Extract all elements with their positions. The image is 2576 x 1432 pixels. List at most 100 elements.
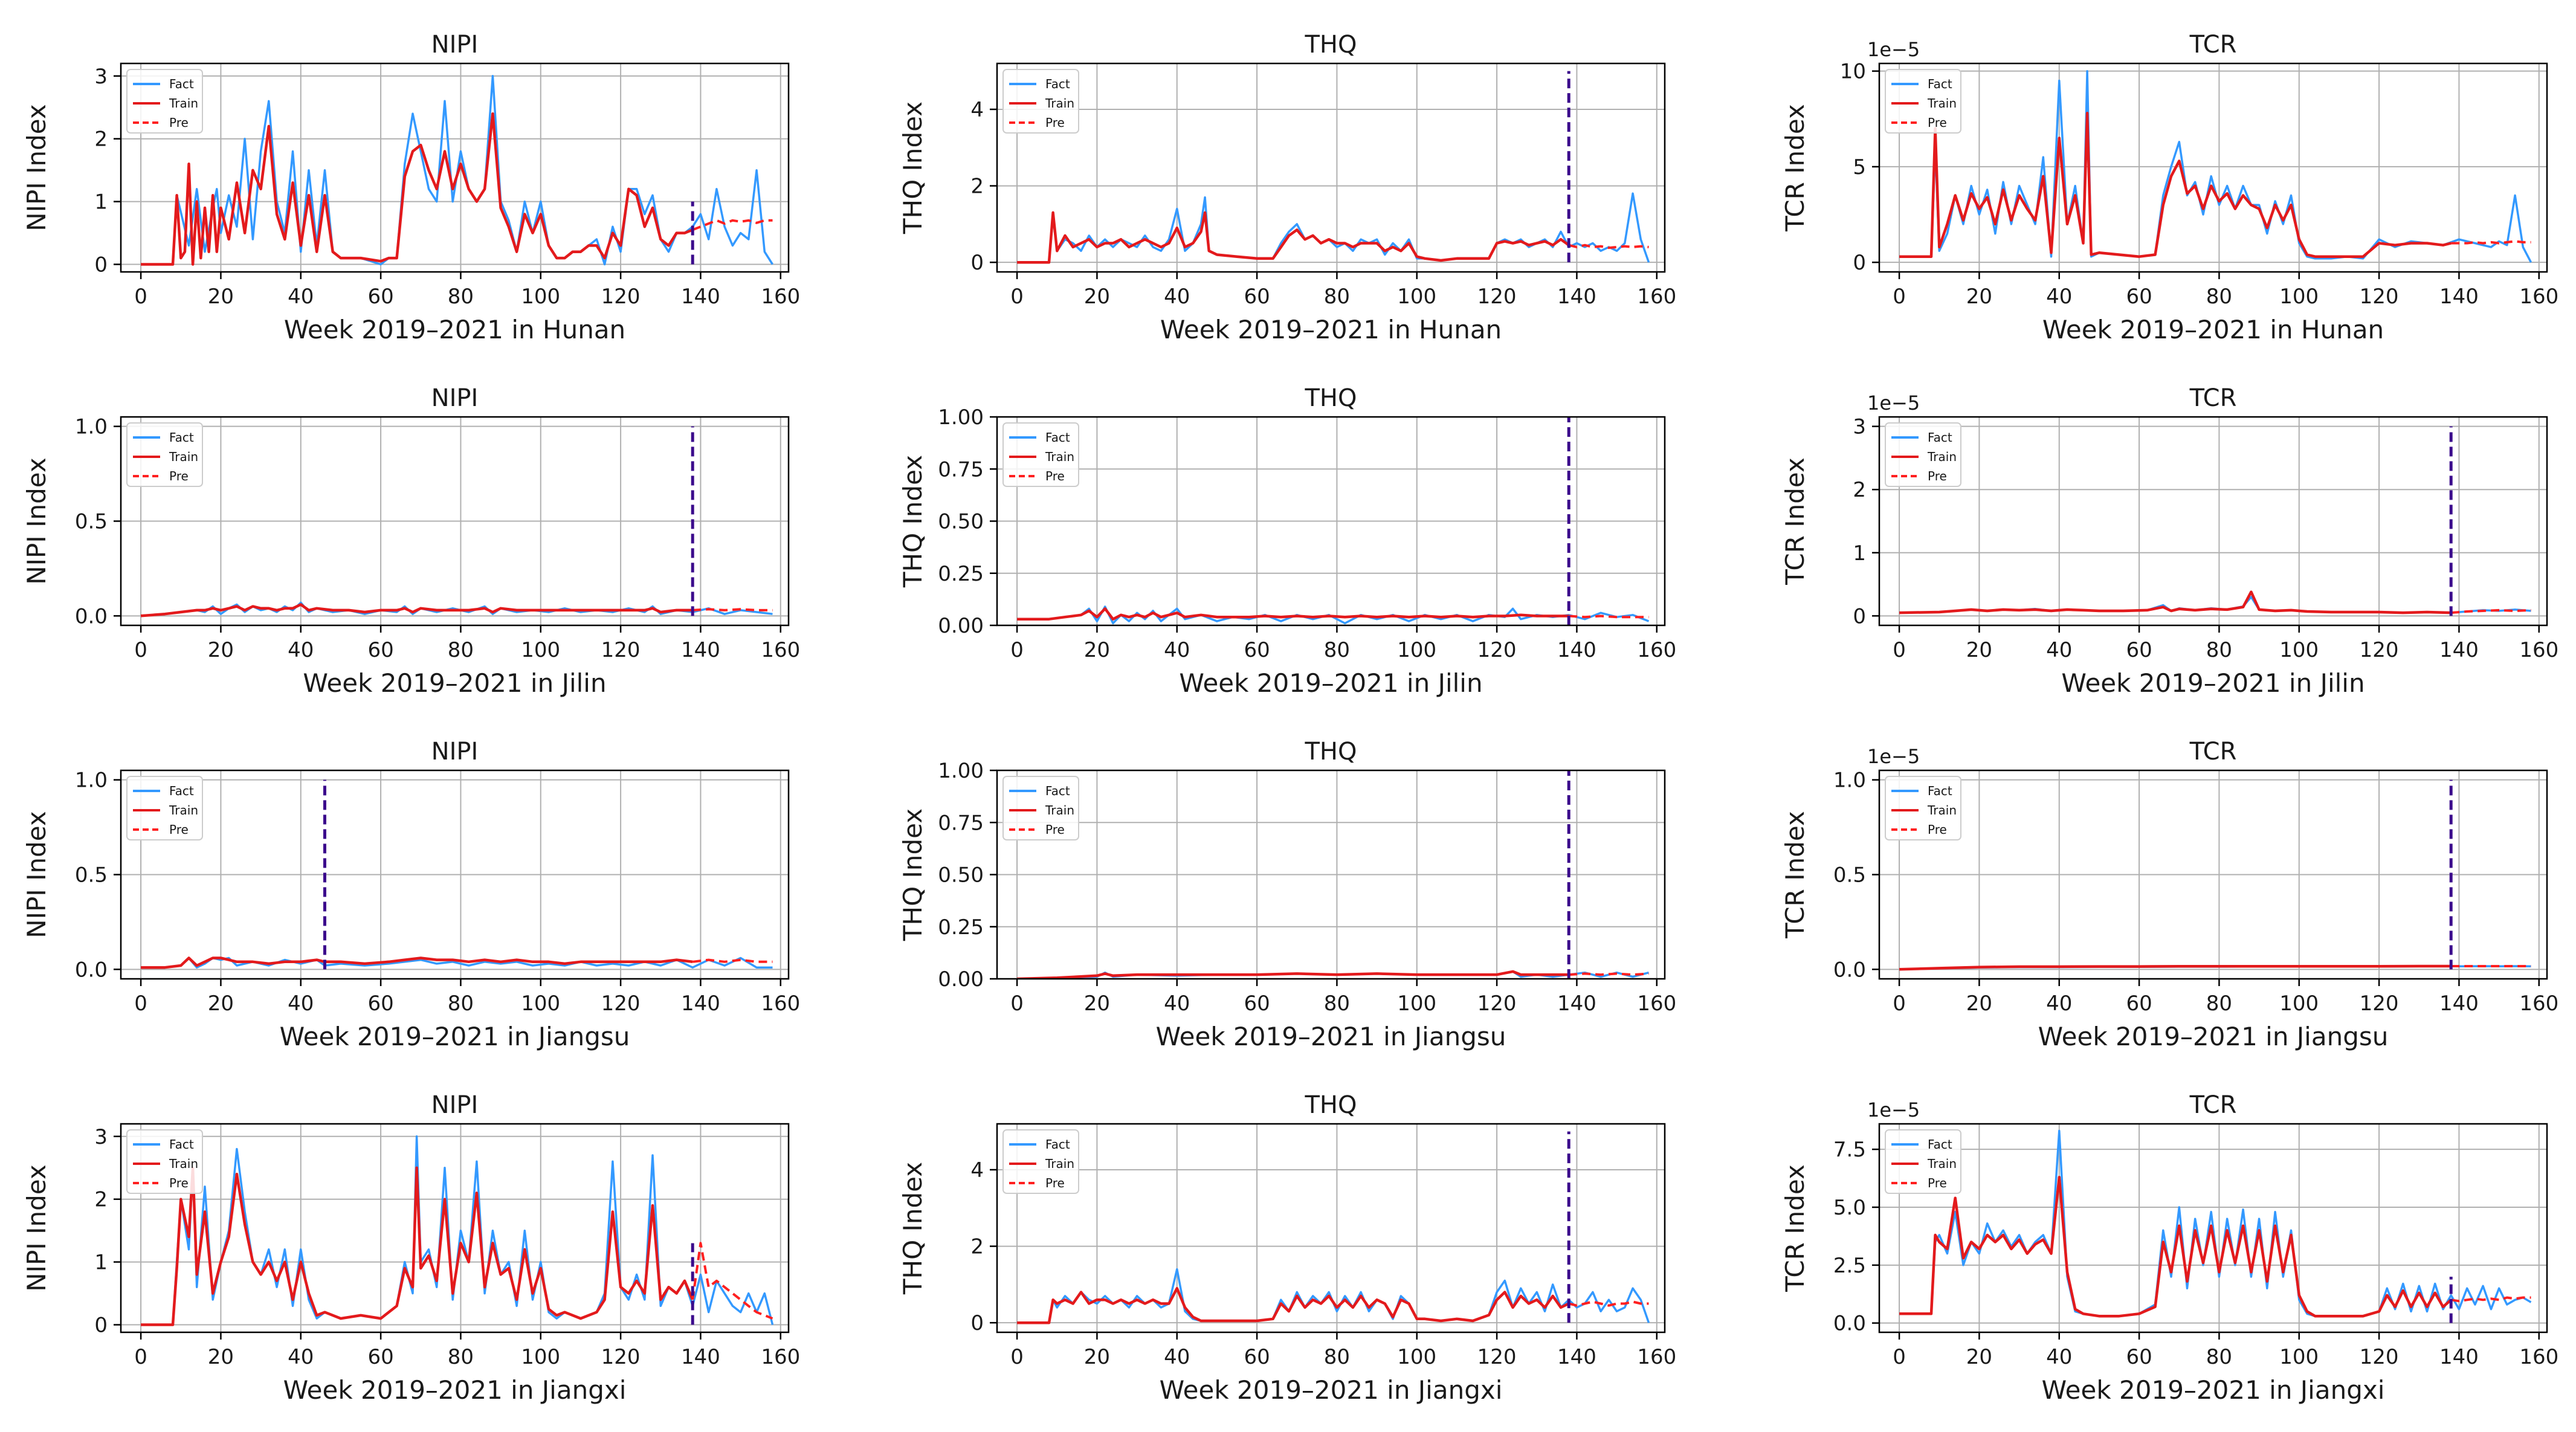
- x-tick-label: 100: [521, 992, 560, 1016]
- x-tick-label: 60: [367, 638, 393, 662]
- subplot-title: TCR: [2189, 31, 2237, 59]
- series-line-fact: [1899, 1129, 2532, 1317]
- x-tick-label: 140: [2439, 992, 2479, 1016]
- legend-label-train: Train: [169, 450, 198, 464]
- series-line-pre: [2451, 240, 2531, 245]
- series-line-train: [1899, 964, 2452, 971]
- x-tick-label: 120: [2360, 285, 2399, 309]
- y-tick-label: 0.5: [75, 510, 108, 534]
- subplot-title: TCR: [2189, 1091, 2237, 1119]
- legend: Fact Train Pre: [1885, 69, 1961, 134]
- y-tick-label: 0: [970, 1311, 984, 1335]
- legend-label-pre: Pre: [1045, 822, 1065, 837]
- series-line-pre: [692, 958, 773, 963]
- x-tick-label: 120: [1477, 992, 1517, 1016]
- legend-label-fact: Fact: [1928, 784, 1952, 798]
- x-tick-label: 140: [681, 992, 720, 1016]
- axis-offset-label: 1e−5: [1867, 745, 1920, 768]
- series-line-pre: [2450, 1296, 2531, 1303]
- legend-label-pre: Pre: [169, 822, 189, 837]
- x-tick-label: 40: [288, 1345, 314, 1369]
- axes-frame: [1878, 62, 2548, 273]
- x-axis-label: Week 2019–2021 in Jilin: [2061, 668, 2365, 698]
- y-axis-label: NIPI Index: [22, 811, 51, 938]
- x-tick-label: 140: [1557, 1345, 1596, 1369]
- x-tick-label: 140: [1557, 992, 1596, 1016]
- x-tick-label: 60: [367, 992, 393, 1016]
- series-line-train: [1017, 970, 1569, 979]
- x-tick-label: 160: [1637, 992, 1676, 1016]
- legend: Fact Train Pre: [126, 1129, 203, 1194]
- legend-label-fact: Fact: [169, 784, 194, 798]
- y-tick-label: 5.0: [1833, 1196, 1866, 1220]
- legend-label-pre: Pre: [1928, 115, 1947, 130]
- x-tick-label: 20: [208, 285, 234, 309]
- axis-offset-label: 1e−5: [1867, 392, 1920, 414]
- legend: Fact Train Pre: [1885, 1129, 1961, 1194]
- x-tick-label: 120: [1477, 638, 1517, 662]
- x-tick-label: 20: [1966, 285, 1992, 309]
- x-tick-label: 100: [521, 285, 560, 309]
- subplot-title: THQ: [1305, 1091, 1357, 1119]
- x-tick-label: 60: [2126, 285, 2152, 309]
- x-tick-label: 160: [2519, 285, 2558, 309]
- legend-box: [1002, 1129, 1079, 1194]
- series-line-pre: [2451, 608, 2531, 614]
- legend-label-train: Train: [1927, 96, 1957, 111]
- legend-label-pre: Pre: [1928, 822, 1947, 837]
- x-axis-label: Week 2019–2021 in Jilin: [1179, 668, 1482, 698]
- x-tick-label: 160: [761, 1345, 800, 1369]
- y-axis-label: NIPI Index: [22, 104, 51, 231]
- x-tick-label: 100: [1397, 992, 1436, 1016]
- x-tick-label: 100: [1397, 638, 1436, 662]
- x-tick-label: 20: [208, 992, 234, 1016]
- subplot-title: NIPI: [431, 1091, 479, 1119]
- x-tick-label: 60: [2126, 1345, 2152, 1369]
- legend-box: [1885, 776, 1961, 840]
- x-tick-label: 60: [367, 285, 393, 309]
- x-tick-label: 120: [601, 638, 641, 662]
- subplot-7: 0 20 40 60 80 100 120 140 160 0.0 0.5 1.0 NIPI Week 2…: [22, 738, 800, 1051]
- series-line-pre: [692, 608, 773, 611]
- y-tick-label: 3: [94, 1125, 108, 1149]
- axes-frame: [1878, 1123, 2548, 1334]
- y-tick-label: 1.00: [938, 759, 984, 783]
- x-tick-label: 40: [2046, 638, 2072, 662]
- axis-offset-label: 1e−5: [1867, 38, 1920, 61]
- x-tick-label: 160: [1637, 638, 1676, 662]
- legend-label-pre: Pre: [169, 469, 189, 483]
- y-axis-label: TCR Index: [1780, 104, 1810, 232]
- legend-label-fact: Fact: [1045, 430, 1070, 445]
- legend: Fact Train Pre: [126, 776, 203, 840]
- y-tick-label: 0.0: [1833, 1312, 1866, 1336]
- x-tick-label: 20: [1084, 1345, 1110, 1369]
- x-axis-label: Week 2019–2021 in Hunan: [284, 315, 625, 344]
- series-line-fact: [141, 1135, 774, 1326]
- legend-label-fact: Fact: [1045, 77, 1070, 91]
- y-tick-label: 10: [1840, 60, 1866, 84]
- y-tick-label: 0.25: [938, 915, 984, 940]
- x-tick-label: 80: [1324, 992, 1350, 1016]
- legend-label-fact: Fact: [169, 77, 194, 91]
- x-tick-label: 40: [2046, 992, 2072, 1016]
- y-tick-label: 0.5: [1833, 863, 1866, 888]
- y-axis-label: THQ Index: [898, 808, 928, 941]
- x-tick-label: 60: [367, 1345, 393, 1369]
- y-tick-label: 7.5: [1833, 1138, 1866, 1162]
- y-axis-label: THQ Index: [898, 1162, 928, 1295]
- x-tick-label: 0: [1893, 992, 1906, 1016]
- series-line-fact: [1017, 192, 1650, 263]
- x-tick-label: 100: [2279, 638, 2319, 662]
- x-tick-label: 40: [2046, 285, 2072, 309]
- x-tick-label: 40: [1164, 992, 1190, 1016]
- x-tick-label: 0: [1010, 992, 1024, 1016]
- legend-label-fact: Fact: [1928, 430, 1952, 445]
- legend-label-train: Train: [169, 96, 198, 111]
- x-tick-label: 0: [1893, 1345, 1906, 1369]
- x-tick-label: 0: [1010, 285, 1024, 309]
- series-line-train: [1899, 112, 2452, 258]
- y-tick-label: 0.5: [75, 863, 108, 888]
- y-tick-label: 1: [94, 1251, 108, 1275]
- x-tick-label: 20: [1084, 285, 1110, 309]
